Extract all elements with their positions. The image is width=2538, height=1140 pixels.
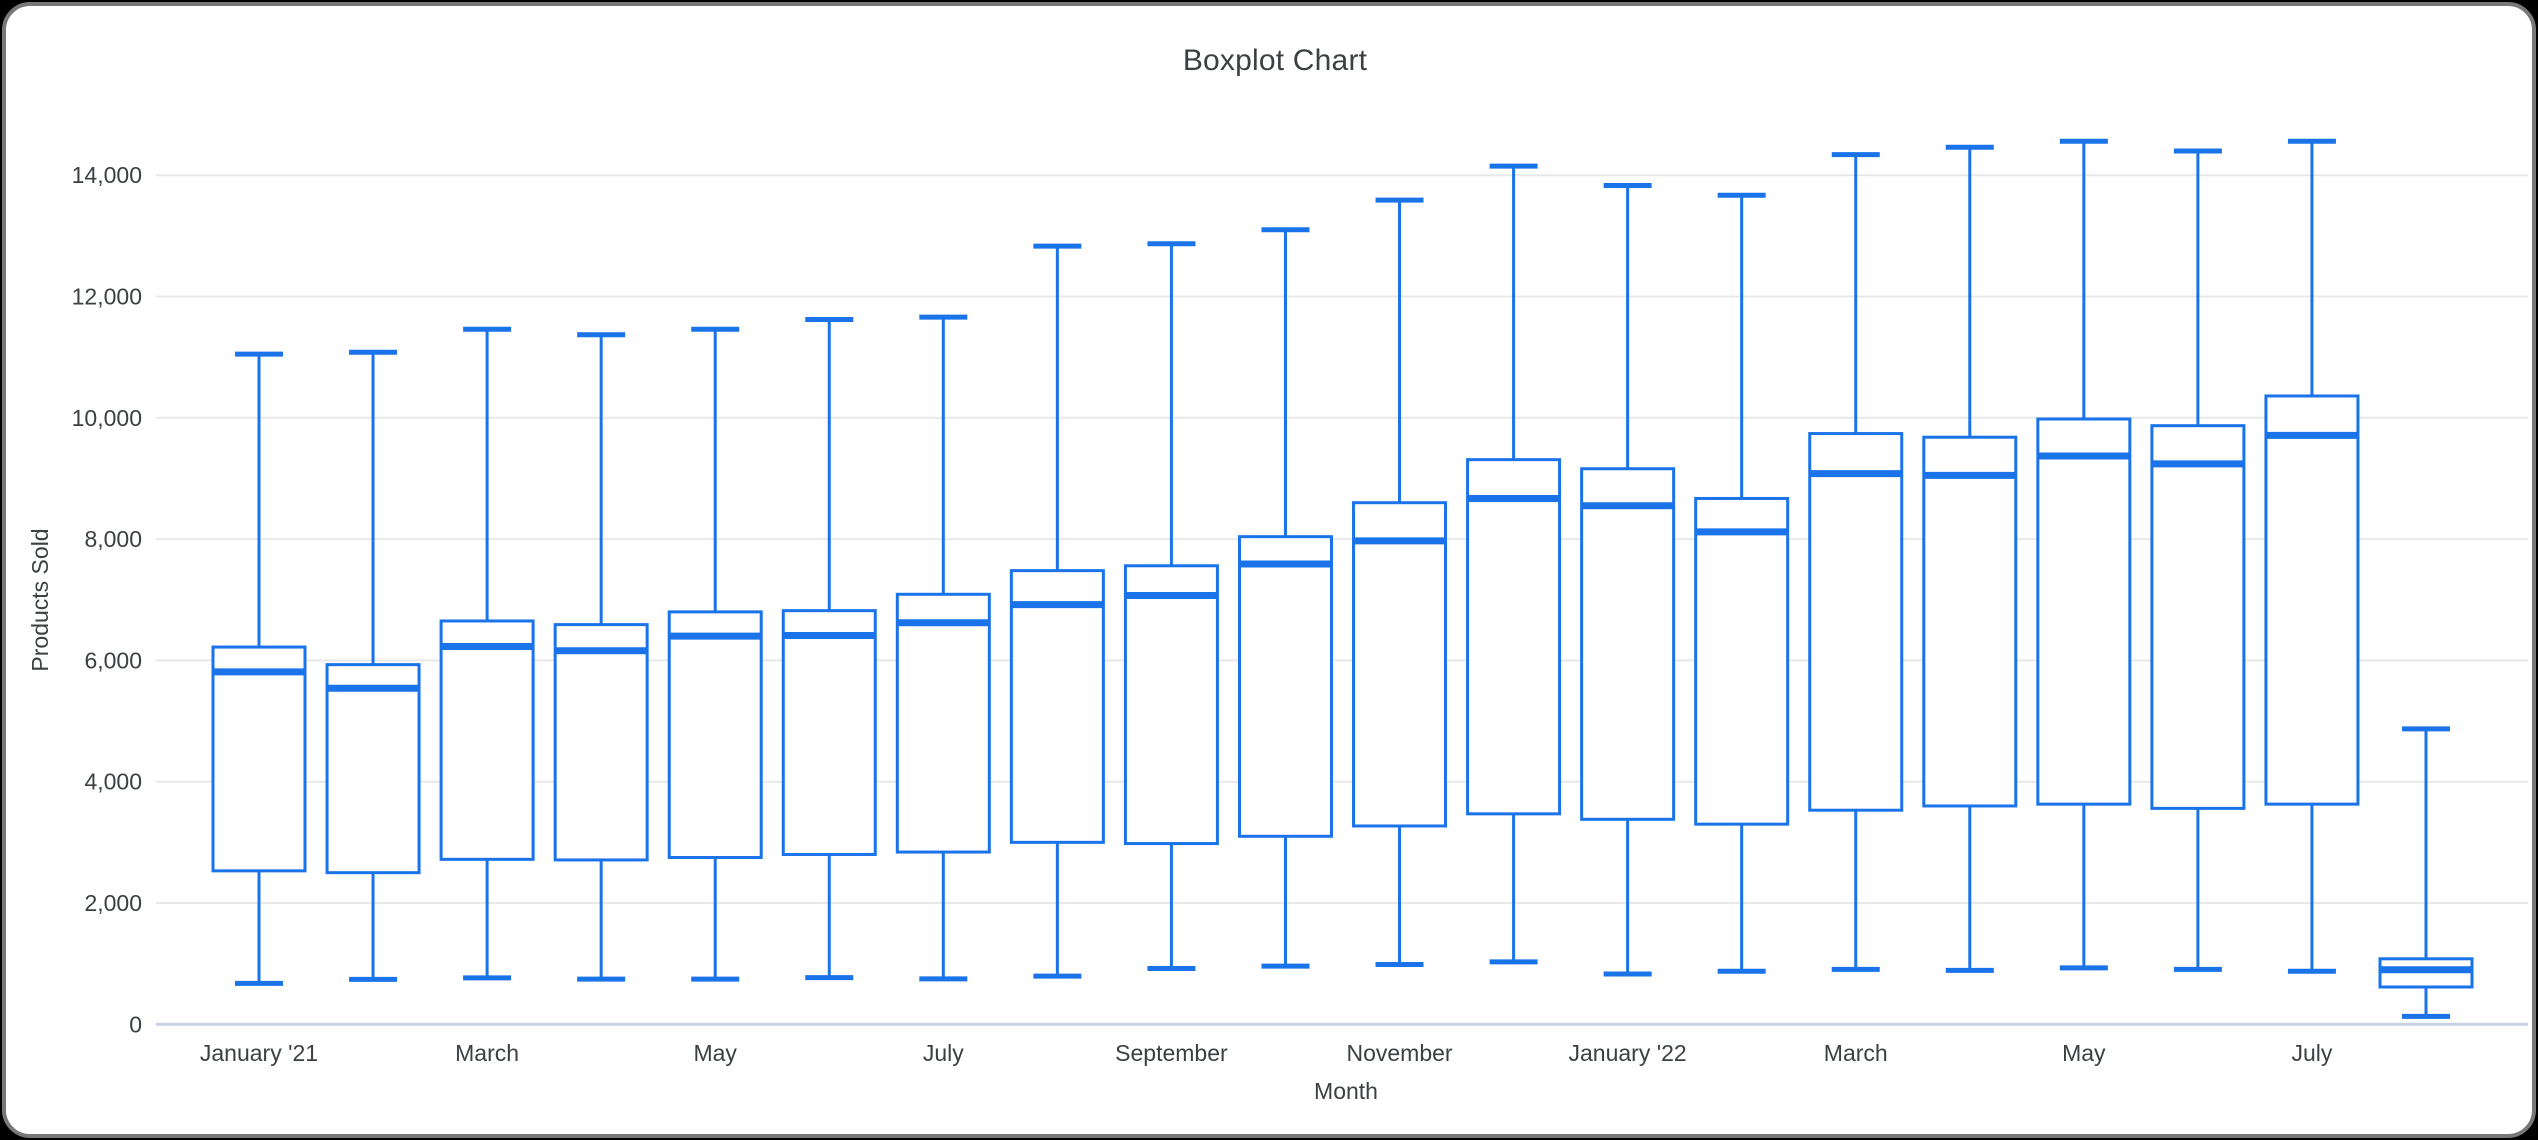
y-tick-label: 10,000 bbox=[72, 405, 142, 431]
boxplot-march-22[interactable] bbox=[1808, 152, 1904, 972]
x-tick-label: May bbox=[2062, 1040, 2106, 1066]
y-tick-label: 12,000 bbox=[72, 284, 142, 310]
boxplot-august-22[interactable] bbox=[2378, 726, 2474, 1019]
chart-title: Boxplot Chart bbox=[1182, 44, 1368, 77]
boxplot-july-21[interactable] bbox=[895, 314, 991, 982]
boxplot-april-21[interactable] bbox=[553, 332, 649, 982]
iqr-box bbox=[1922, 435, 2018, 808]
boxplot-may-21[interactable] bbox=[667, 326, 763, 982]
x-tick-label: March bbox=[1824, 1040, 1888, 1066]
boxplot-july-22[interactable] bbox=[2264, 138, 2360, 974]
x-tick-label: July bbox=[2291, 1040, 2332, 1066]
boxplot-february-22[interactable] bbox=[1694, 192, 1790, 974]
iqr-box bbox=[1808, 432, 1904, 812]
iqr-box bbox=[553, 623, 649, 862]
iqr-box bbox=[2264, 394, 2360, 806]
y-tick-label: 0 bbox=[129, 1011, 142, 1037]
y-tick-label: 6,000 bbox=[84, 647, 142, 673]
x-tick-label: September bbox=[1115, 1040, 1228, 1066]
x-tick-label: January '22 bbox=[1569, 1040, 1687, 1066]
x-tick-label: May bbox=[693, 1040, 737, 1066]
iqr-box bbox=[211, 645, 307, 873]
iqr-box bbox=[2036, 417, 2132, 806]
y-tick-label: 14,000 bbox=[72, 162, 142, 188]
boxplot-september-21[interactable] bbox=[1123, 241, 1219, 972]
boxplot-january-21[interactable] bbox=[211, 351, 307, 986]
y-axis-title: Products Sold bbox=[27, 528, 53, 671]
boxplot-april-22[interactable] bbox=[1922, 144, 2018, 973]
iqr-box bbox=[895, 592, 991, 854]
boxplot-chart: 0 2,000 4,000 6,000 8,000 10,000 12,000 14,000 J… bbox=[27, 138, 2528, 1104]
boxplot-may-22[interactable] bbox=[2036, 138, 2132, 971]
boxplot-october-21[interactable] bbox=[1237, 227, 1333, 969]
iqr-box bbox=[781, 609, 877, 856]
iqr-box bbox=[439, 619, 535, 861]
x-tick-label: July bbox=[923, 1040, 964, 1066]
iqr-box bbox=[1237, 535, 1333, 838]
boxplot-december-21[interactable] bbox=[1466, 163, 1562, 965]
iqr-box bbox=[1466, 458, 1562, 816]
boxplot-august-21[interactable] bbox=[1009, 243, 1105, 979]
boxplot-january-22[interactable] bbox=[1580, 183, 1676, 977]
y-tick-label: 2,000 bbox=[84, 890, 142, 916]
boxplot-february-21[interactable] bbox=[325, 349, 421, 982]
iqr-box bbox=[325, 663, 421, 875]
iqr-box bbox=[1009, 569, 1105, 844]
x-tick-label: March bbox=[455, 1040, 519, 1066]
iqr-box bbox=[1352, 501, 1448, 828]
boxplot-june-21[interactable] bbox=[781, 317, 877, 981]
iqr-box bbox=[1123, 564, 1219, 846]
x-tick-label: January '21 bbox=[200, 1040, 318, 1066]
iqr-box bbox=[2150, 424, 2246, 810]
iqr-box bbox=[667, 610, 763, 860]
iqr-box bbox=[1694, 496, 1790, 826]
boxplot-march-21[interactable] bbox=[439, 326, 535, 981]
boxplot-june-22[interactable] bbox=[2150, 148, 2246, 972]
y-tick-label: 4,000 bbox=[84, 769, 142, 795]
x-tick-label: November bbox=[1346, 1040, 1452, 1066]
boxplot-november-21[interactable] bbox=[1352, 197, 1448, 968]
iqr-box bbox=[1580, 467, 1676, 821]
x-axis-title: Month bbox=[1314, 1078, 1378, 1104]
y-tick-label: 8,000 bbox=[84, 526, 142, 552]
